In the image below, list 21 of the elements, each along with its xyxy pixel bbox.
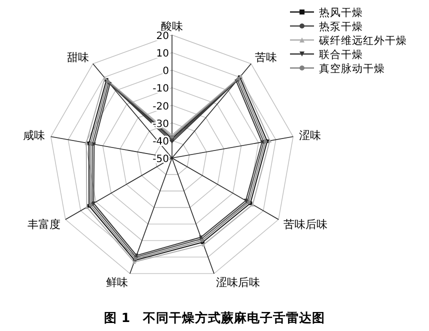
spoke-label: 苦味 bbox=[254, 50, 277, 64]
spoke-label: 涩味后味 bbox=[216, 276, 260, 290]
spoke-label: 丰富度 bbox=[27, 218, 60, 231]
y-tick-label: 10 bbox=[156, 48, 169, 60]
legend-label: 联合干燥 bbox=[319, 48, 363, 61]
spoke-label: 酸味 bbox=[161, 20, 183, 33]
y-tick-label: 20 bbox=[156, 31, 169, 42]
text: 图 1 不同干燥方式蕨麻电子舌雷达图 bbox=[104, 310, 326, 325]
spoke-label: 涩味 bbox=[299, 129, 322, 142]
spoke-label: 鲜味 bbox=[106, 276, 128, 290]
legend-label: 热泵干燥 bbox=[319, 21, 363, 33]
legend-label: 真空脉动干燥 bbox=[319, 62, 385, 75]
spoke-label: 咸味 bbox=[22, 129, 45, 142]
spoke-label: 甜味 bbox=[67, 50, 90, 64]
y-tick-label: -10 bbox=[152, 84, 169, 95]
legend-label: 热风干燥 bbox=[319, 7, 363, 19]
spoke-label: 苦味后味 bbox=[284, 218, 328, 231]
y-tick-label: 0 bbox=[162, 66, 169, 78]
y-tick-label: -20 bbox=[152, 101, 169, 112]
legend-label: 碳纤维远红外干燥 bbox=[318, 34, 407, 47]
y-tick-label: -50 bbox=[152, 154, 169, 165]
